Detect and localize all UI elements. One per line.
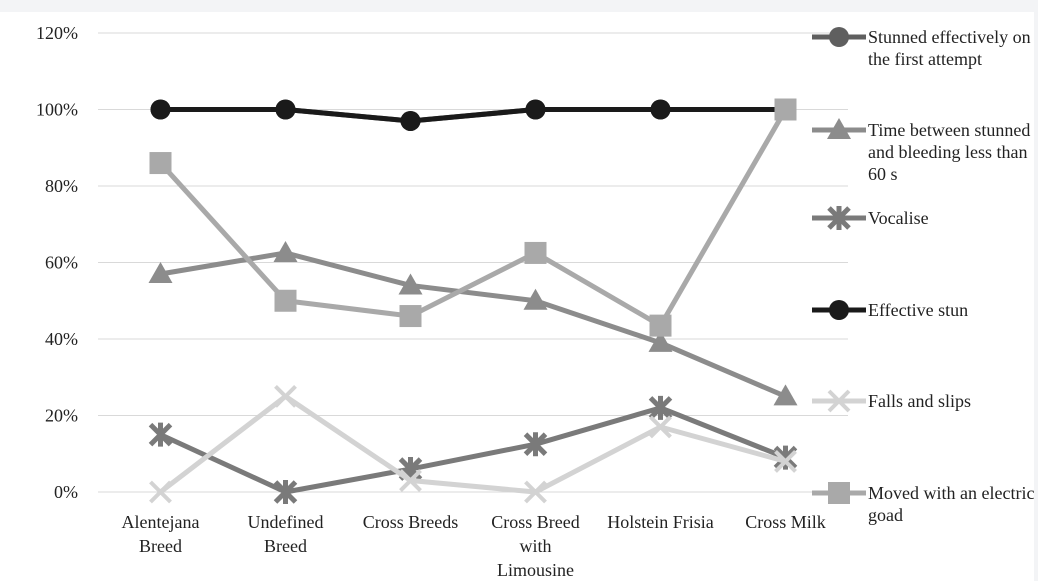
marker [828, 482, 850, 504]
x-tick-label-line: Breed [264, 536, 307, 556]
x-tick-label-line: Cross Breed [491, 512, 580, 532]
marker [648, 330, 673, 352]
x-tick-label-line: with [519, 536, 551, 556]
legend-label-line: the first attempt [868, 49, 982, 69]
legend-label: Falls and slips [868, 391, 971, 411]
series-line [160, 250, 787, 399]
legend-label-line: Vocalise [868, 208, 929, 228]
marker [827, 389, 851, 413]
legend-label: Time between stunned and bleeding less th… [868, 120, 1030, 184]
marker [149, 152, 172, 175]
y-tick-label: 0% [54, 482, 78, 502]
y-tick-label: 120% [36, 23, 78, 43]
series-line [159, 405, 787, 495]
x-tick-label-line: Holstein Frisia [607, 512, 714, 532]
legend-label-line: Moved with an electric [868, 483, 1034, 503]
marker [273, 240, 298, 262]
marker [773, 384, 798, 406]
marker [648, 395, 673, 420]
y-tick-label: 100% [36, 100, 78, 120]
x-tick-label: Cross Milk [745, 512, 826, 532]
x-tick-label-line: Undefined [248, 512, 324, 532]
x-tick-label-line: Breed [139, 536, 182, 556]
marker [148, 422, 173, 447]
marker [523, 288, 548, 310]
x-tick-label-line: Cross Breeds [363, 512, 459, 532]
marker [827, 118, 851, 139]
legend-label: Stunned effectively on the first attempt [868, 27, 1031, 69]
legend-label: Vocalise [868, 208, 929, 228]
y-tick-label: 80% [45, 176, 78, 196]
marker [273, 480, 298, 504]
y-tick-label: 40% [45, 329, 78, 349]
marker [650, 99, 671, 120]
marker [523, 432, 548, 457]
marker [524, 241, 547, 264]
x-tick-label-line: Cross Milk [745, 512, 826, 532]
marker [399, 305, 422, 328]
legend-label-line: 60 s [868, 164, 898, 184]
marker [148, 261, 173, 283]
marker [274, 289, 297, 312]
marker [649, 415, 672, 439]
x-tick-label-line: Limousine [497, 560, 574, 580]
marker [399, 469, 422, 492]
legend-label-line: and bleeding less than [868, 142, 1027, 162]
series-line [158, 393, 787, 495]
marker [774, 449, 797, 473]
legend-label: Moved with an electric goad [868, 483, 1034, 525]
legend-label-line: goad [868, 505, 903, 525]
marker [525, 99, 546, 120]
legend-label: Effective stun [868, 300, 968, 320]
marker [829, 27, 849, 47]
marker [829, 300, 849, 320]
legend-label-line: Falls and slips [868, 391, 971, 411]
legend-label-line: Time between stunned [868, 120, 1030, 140]
legend-label-line: Effective stun [868, 300, 968, 320]
x-tick-label: Alentejana Breed [122, 512, 200, 556]
marker [149, 480, 172, 504]
marker [524, 480, 547, 504]
marker [649, 314, 672, 337]
x-tick-label: Holstein Frisia [607, 512, 714, 532]
legend-label-line: Stunned effectively on [868, 27, 1031, 47]
marker [398, 273, 423, 295]
x-tick-label: Cross Breeds [363, 512, 459, 532]
series-line [160, 107, 786, 124]
marker [275, 99, 296, 120]
x-tick-label: Undefined Breed [248, 512, 324, 556]
marker [774, 98, 797, 121]
marker [150, 99, 171, 120]
x-tick-label-line: Alentejana [122, 512, 200, 532]
y-tick-label: 60% [45, 253, 78, 273]
marker [274, 384, 297, 408]
marker [400, 110, 421, 131]
series-line [158, 108, 788, 329]
marker [773, 445, 798, 470]
x-tick-label: Cross Breed with Limousine [491, 512, 580, 580]
marker [827, 206, 851, 230]
y-tick-label: 20% [45, 406, 78, 426]
